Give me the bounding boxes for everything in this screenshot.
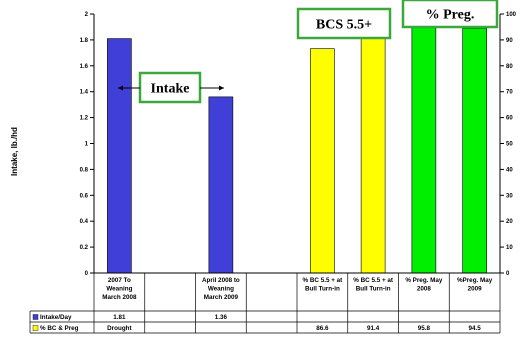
table-value-bc-preg: 95.8 (418, 325, 431, 332)
left-tick-label: 0 (85, 271, 89, 277)
right-tick-label: 90 (506, 38, 513, 44)
table-value-intake: 1.36 (215, 314, 228, 321)
callout-preg-label: % Preg. (426, 8, 475, 23)
category-label: March 2008 (102, 294, 137, 301)
category-label: Weaning (106, 286, 132, 293)
category-label: Bull Turn-in (305, 286, 340, 293)
category-label: Bull Turn-in (356, 286, 391, 293)
right-tick-label: 100 (506, 12, 517, 18)
category-label: March 2009 (204, 294, 239, 301)
table-value-bc-preg: Drought (107, 325, 132, 332)
callout-preg-box (401, 0, 499, 29)
category-label: Weaning (208, 286, 234, 293)
bar-bc-preg-7 (462, 27, 487, 274)
category-label: 2008 (417, 286, 432, 293)
callout-intake-arrow-left-head (118, 85, 123, 91)
left-tick-label: 0.2 (80, 245, 89, 251)
legend-label-intake: Intake/Day (40, 314, 72, 321)
category-label: 2007 To (108, 277, 131, 284)
category-label: % BC 5.5 + at (303, 277, 344, 284)
table-value-bc-preg: 91.4 (367, 325, 380, 332)
right-tick-label: 60 (506, 116, 513, 122)
left-tick-label: 2 (85, 12, 89, 18)
callouts: Intake BCS 5.5+ % Preg. (118, 0, 499, 104)
table-value-intake: 1.81 (113, 314, 126, 321)
axes: 00.20.40.60.811.21.41.61.820102030405060… (10, 12, 517, 277)
bar-bc-preg-6 (411, 24, 437, 274)
category-label: April 2008 to (202, 277, 240, 284)
y-axis-title: Intake, lb./hd (10, 127, 19, 176)
left-tick-label: 1.6 (80, 64, 89, 70)
category-label: %Preg. May (457, 277, 493, 284)
callout-intake-label: Intake (151, 82, 190, 97)
right-tick-label: 0 (506, 271, 510, 277)
left-tick-label: 0.8 (80, 167, 89, 173)
right-tick-label: 40 (506, 167, 513, 173)
left-tick-label: 1.4 (80, 90, 89, 96)
legend-key-bc-preg (32, 325, 39, 331)
callout-bcs-label: BCS 5.5+ (316, 18, 372, 33)
category-label: % BC 5.5 + at (353, 277, 394, 284)
left-tick-label: 1.8 (80, 38, 89, 44)
right-tick-label: 70 (506, 90, 513, 96)
left-tick-label: 0.4 (80, 219, 89, 225)
category-label: % Preg. May (405, 277, 443, 284)
bar-intake-2 (208, 96, 234, 274)
left-tick-label: 0.6 (80, 193, 89, 199)
callout-bcs-box (296, 7, 392, 40)
left-tick-label: 1.2 (80, 116, 89, 122)
table-value-bc-preg: 94.5 (468, 325, 481, 332)
right-tick-label: 10 (506, 245, 513, 251)
right-tick-label: 50 (506, 142, 513, 148)
right-tick-label: 80 (506, 64, 513, 70)
legend-label-bc-preg: % BC & Preg (40, 325, 79, 332)
right-tick-label: 30 (506, 193, 513, 199)
right-tick-label: 20 (506, 219, 513, 225)
bars (107, 24, 487, 274)
callout-intake-arrow-right-head (219, 85, 224, 91)
left-tick-label: 1 (85, 142, 89, 148)
category-label: 2009 (468, 286, 483, 293)
legend-key-intake (32, 314, 39, 320)
table-value-bc-preg: 86.6 (316, 325, 329, 332)
bar-bc-preg-5 (360, 35, 386, 274)
bar-bc-preg-4 (310, 48, 335, 274)
bar-intake-0 (107, 38, 132, 274)
